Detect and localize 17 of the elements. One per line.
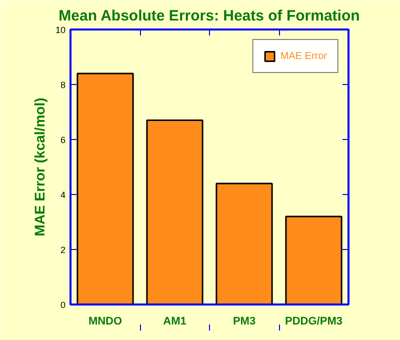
x-tick-label: AM1 xyxy=(163,316,186,328)
bar xyxy=(146,120,204,304)
y-tick-label: 10 xyxy=(55,25,66,35)
bar xyxy=(285,216,342,304)
x-tick-label: PM3 xyxy=(232,316,256,328)
chart-title: Mean Absolute Errors: Heats of Formation xyxy=(58,8,360,24)
bar xyxy=(76,72,134,304)
y-tick-label: 0 xyxy=(60,300,66,310)
y-tick-label: 2 xyxy=(60,245,66,255)
x-tick-label: MNDO xyxy=(88,316,122,328)
bar xyxy=(216,182,273,304)
x-tick-label: PDDG/PM3 xyxy=(285,316,342,328)
legend-label: MAE Error xyxy=(280,50,327,62)
y-tick-label: 6 xyxy=(60,135,66,145)
y-tick-label: 8 xyxy=(60,80,66,90)
y-tick-label: 4 xyxy=(60,190,66,200)
y-axis-title: MAE Error (kcal/mol) xyxy=(31,98,48,236)
